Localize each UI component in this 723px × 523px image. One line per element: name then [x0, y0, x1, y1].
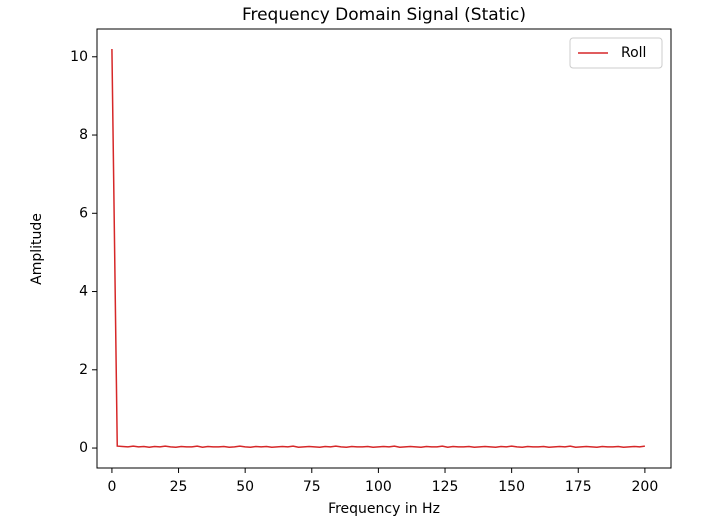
legend-box [569, 37, 663, 69]
x-tick-label: 75 [303, 479, 321, 495]
chart-title: Frequency Domain Signal (Static) [242, 5, 526, 25]
x-tick-label: 25 [170, 479, 188, 495]
y-tick-label: 4 [79, 284, 88, 300]
x-axis-label: Frequency in Hz [328, 501, 440, 517]
x-tick-label: 0 [107, 479, 116, 495]
y-tick-label: 0 [79, 440, 88, 456]
x-tick-label: 150 [498, 479, 525, 495]
y-tick-label: 6 [79, 205, 88, 221]
x-tick-label: 175 [565, 479, 592, 495]
y-tick-label: 2 [79, 362, 88, 378]
x-tick-label: 100 [365, 479, 392, 495]
y-axis-label: Amplitude [29, 213, 45, 285]
y-tick-label: 10 [70, 49, 88, 65]
plot-frame [96, 28, 672, 469]
line [111, 48, 645, 449]
x-tick-label: 125 [432, 479, 459, 495]
legend-label: Roll [621, 45, 646, 61]
x-tick-label: 200 [632, 479, 659, 495]
x-tick-label: 50 [236, 479, 254, 495]
y-tick-label: 8 [79, 127, 88, 143]
